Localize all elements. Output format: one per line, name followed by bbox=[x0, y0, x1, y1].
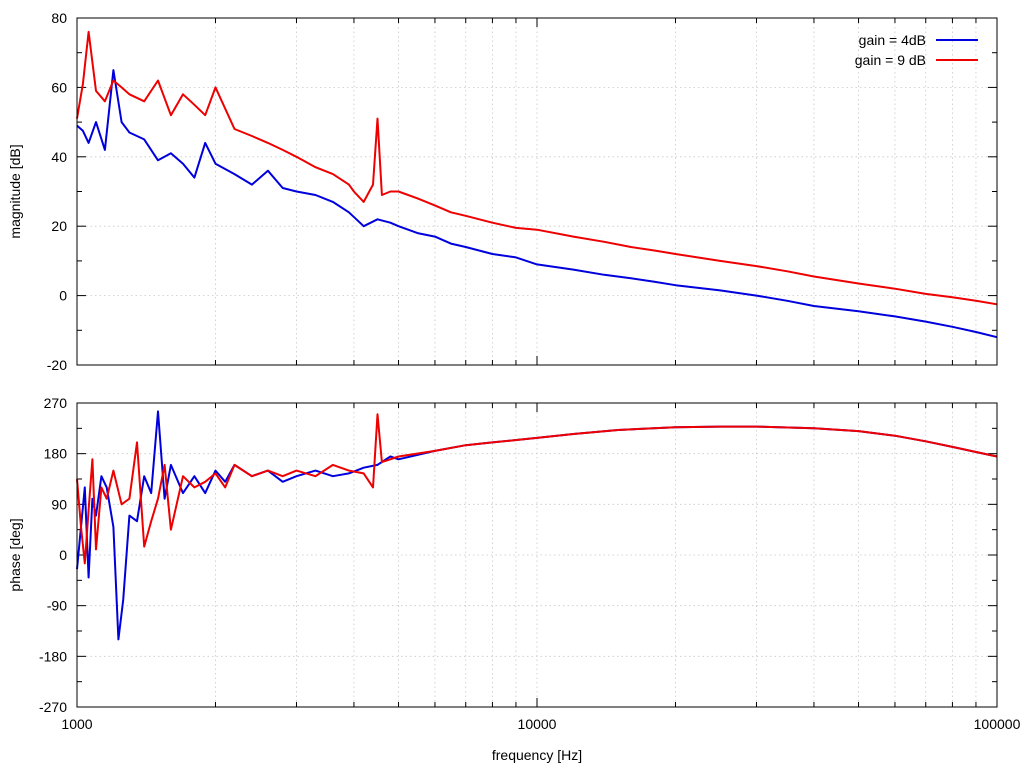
legend: gain = 4dB gain = 9 dB bbox=[855, 32, 978, 68]
magnitude-y-axis-label: magnitude [dB] bbox=[7, 144, 23, 238]
phase-chart: -270 -180 -90 0 90 180 270 1000 10000 100000 phase… bbox=[7, 395, 1021, 763]
phase-y-tick-label: 180 bbox=[44, 446, 68, 462]
phase-series-gain-9db bbox=[76, 413, 998, 565]
magnitude-y-tick-label: 40 bbox=[51, 149, 67, 165]
phase-y-tick-label: -270 bbox=[39, 699, 67, 715]
phase-x-tick-label: 10000 bbox=[518, 716, 557, 732]
magnitude-y-tick-label: 0 bbox=[59, 288, 67, 304]
magnitude-grid bbox=[77, 17, 997, 366]
phase-y-tick-label: 90 bbox=[51, 496, 67, 512]
phase-y-tick-label: 270 bbox=[44, 395, 68, 411]
magnitude-series-gain-9db bbox=[76, 30, 998, 306]
phase-x-tick-label: 1000 bbox=[61, 716, 92, 732]
magnitude-y-tick-label: 80 bbox=[51, 10, 67, 26]
magnitude-y-tick-label: -20 bbox=[47, 357, 67, 373]
magnitude-series-gain-4db bbox=[76, 69, 998, 339]
legend-label: gain = 4dB bbox=[859, 32, 926, 48]
magnitude-plot-frame bbox=[76, 17, 998, 366]
phase-y-tick-label: -90 bbox=[47, 598, 67, 614]
x-axis-label: frequency [Hz] bbox=[492, 747, 582, 763]
phase-y-axis-label: phase [deg] bbox=[7, 518, 23, 591]
phase-x-tick-label: 100000 bbox=[974, 716, 1021, 732]
phase-y-tick-label: -180 bbox=[39, 648, 67, 664]
phase-plot-frame bbox=[76, 402, 998, 708]
legend-label: gain = 9 dB bbox=[855, 52, 926, 68]
magnitude-y-tick-label: 20 bbox=[51, 218, 67, 234]
phase-grid bbox=[77, 402, 997, 708]
magnitude-y-tick-label: 60 bbox=[51, 79, 67, 95]
phase-y-tick-label: 0 bbox=[59, 547, 67, 563]
